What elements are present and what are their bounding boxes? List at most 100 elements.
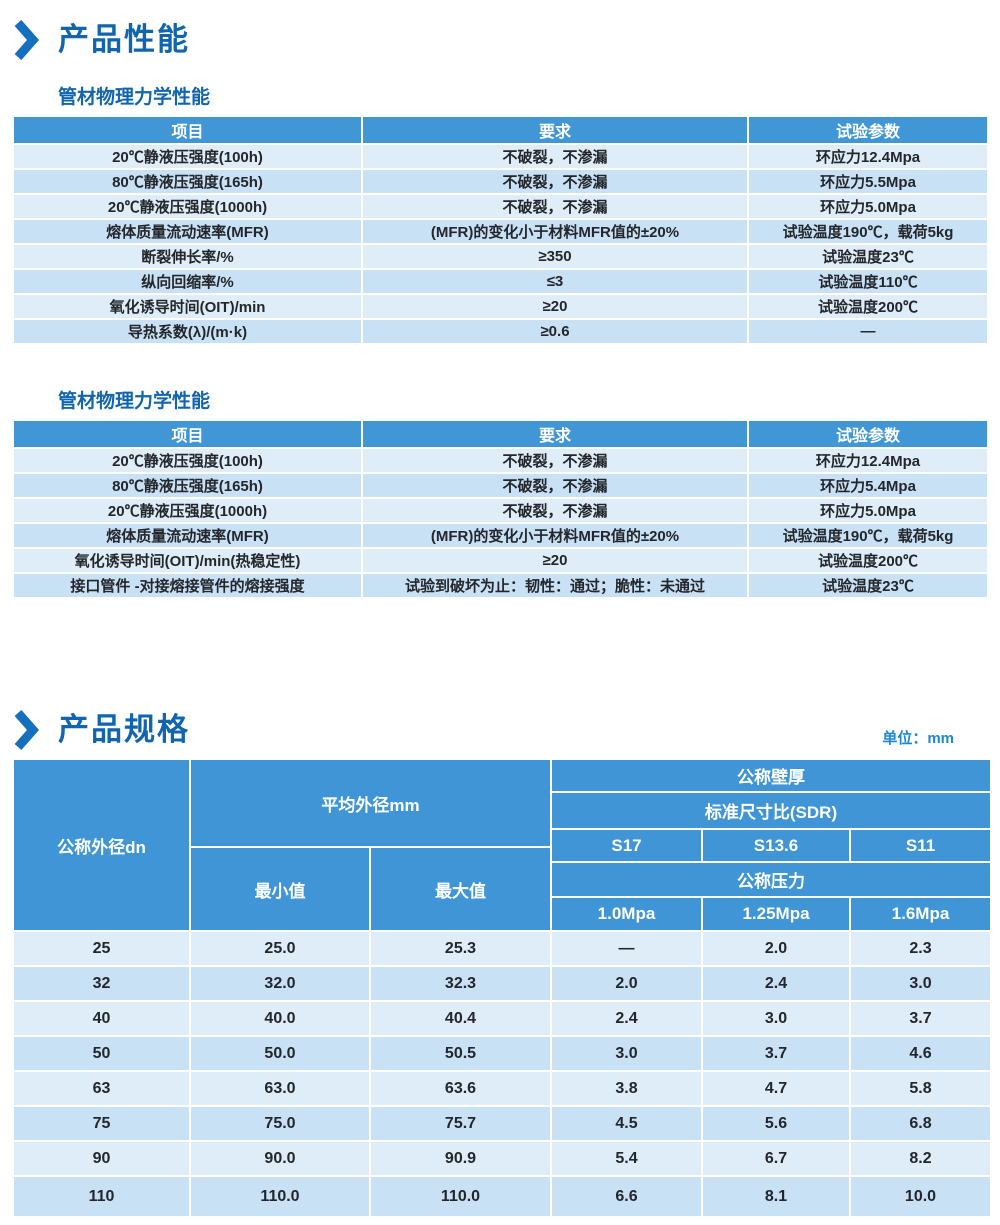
- dn-cell: 110: [13, 1176, 190, 1217]
- item-cell: 断裂伸长率/%: [13, 244, 362, 269]
- requirement-cell: 不破裂，不渗漏: [362, 498, 748, 523]
- spec-table-row: 40 40.0 40.4 2.4 3.0 3.7: [13, 1001, 991, 1036]
- s136-wall-cell: 3.7: [702, 1036, 850, 1071]
- chevron-right-icon: [14, 710, 40, 750]
- s136-wall-cell: 2.4: [702, 966, 850, 1001]
- max-od-cell: 63.6: [370, 1071, 551, 1106]
- performance-table-2: 项目 要求 试验参数 20℃静液压强度(100h) 不破裂，不渗漏 环应力12.…: [13, 420, 988, 598]
- test-param-cell: 试验温度23℃: [748, 573, 988, 598]
- item-cell: 氧化诱导时间(OIT)/min(热稳定性): [13, 548, 362, 573]
- table-row: 熔体质量流动速率(MFR) (MFR)的变化小于材料MFR值的±20% 试验温度…: [13, 523, 988, 548]
- test-param-cell: 环应力5.0Mpa: [748, 498, 988, 523]
- requirement-cell: ≥350: [362, 244, 748, 269]
- requirement-cell: ≥20: [362, 294, 748, 319]
- s17-wall-cell: 4.5: [551, 1106, 702, 1141]
- requirement-cell: 不破裂，不渗漏: [362, 473, 748, 498]
- header-1-0mpa: 1.0Mpa: [551, 897, 702, 931]
- spec-table-body: 25 25.0 25.3 — 2.0 2.3 32 32.0 32.3 2.0 …: [13, 931, 991, 1217]
- requirement-cell: 试验到破坏为止：韧性：通过；脆性：未通过: [362, 573, 748, 598]
- s11-wall-cell: 4.6: [850, 1036, 991, 1071]
- table-row: 纵向回缩率/% ≤3 试验温度110℃: [13, 269, 988, 294]
- table2-body: 20℃静液压强度(100h) 不破裂，不渗漏 环应力12.4Mpa 80℃静液压…: [13, 448, 988, 598]
- spec-table-row: 75 75.0 75.7 4.5 5.6 6.8: [13, 1106, 991, 1141]
- requirement-cell: 不破裂，不渗漏: [362, 144, 748, 169]
- header-max-value: 最大值: [370, 847, 551, 931]
- spec-table-row: 50 50.0 50.5 3.0 3.7 4.6: [13, 1036, 991, 1071]
- unit-label: 单位：mm: [882, 730, 954, 747]
- s11-wall-cell: 3.7: [850, 1001, 991, 1036]
- test-param-cell: 试验温度23℃: [748, 244, 988, 269]
- item-cell: 20℃静液压强度(1000h): [13, 194, 362, 219]
- section-title-performance: 产品性能: [58, 21, 190, 57]
- s11-wall-cell: 2.3: [850, 931, 991, 966]
- spec-table-row: 63 63.0 63.6 3.8 4.7 5.8: [13, 1071, 991, 1106]
- test-param-cell: —: [748, 319, 988, 344]
- test-param-cell: 试验温度200℃: [748, 548, 988, 573]
- table2-col-header-requirement: 要求: [362, 420, 748, 448]
- table1-col-header-requirement: 要求: [362, 116, 748, 144]
- s17-wall-cell: 2.0: [551, 966, 702, 1001]
- header-s13-6: S13.6: [702, 829, 850, 862]
- item-cell: 纵向回缩率/%: [13, 269, 362, 294]
- test-param-cell: 环应力5.4Mpa: [748, 473, 988, 498]
- min-od-cell: 50.0: [190, 1036, 370, 1071]
- requirement-cell: ≤3: [362, 269, 748, 294]
- item-cell: 导热系数(λ)/(m·k): [13, 319, 362, 344]
- header-sdr: 标准尺寸比(SDR): [551, 792, 991, 829]
- header-nominal-od: 公称外径dn: [13, 759, 190, 931]
- spec-table-row: 110 110.0 110.0 6.6 8.1 10.0: [13, 1176, 991, 1217]
- requirement-cell: (MFR)的变化小于材料MFR值的±20%: [362, 523, 748, 548]
- max-od-cell: 40.4: [370, 1001, 551, 1036]
- s11-wall-cell: 6.8: [850, 1106, 991, 1141]
- test-param-cell: 试验温度190℃，载荷5kg: [748, 523, 988, 548]
- min-od-cell: 40.0: [190, 1001, 370, 1036]
- item-cell: 80℃静液压强度(165h): [13, 473, 362, 498]
- max-od-cell: 25.3: [370, 931, 551, 966]
- test-param-cell: 试验温度110℃: [748, 269, 988, 294]
- s17-wall-cell: 2.4: [551, 1001, 702, 1036]
- min-od-cell: 90.0: [190, 1141, 370, 1176]
- s136-wall-cell: 8.1: [702, 1176, 850, 1217]
- spec-table-header: 公称外径dn 平均外径mm 最小值 最大值 公称壁厚 标准尺寸比(SDR) S1…: [13, 759, 991, 931]
- test-param-cell: 试验温度200℃: [748, 294, 988, 319]
- min-od-cell: 110.0: [190, 1176, 370, 1217]
- s136-wall-cell: 2.0: [702, 931, 850, 966]
- item-cell: 20℃静液压强度(1000h): [13, 498, 362, 523]
- min-od-cell: 63.0: [190, 1071, 370, 1106]
- spec-table-row: 90 90.0 90.9 5.4 6.7 8.2: [13, 1141, 991, 1176]
- s17-wall-cell: 6.6: [551, 1176, 702, 1217]
- section-spec-header: 产品规格 单位：mm: [14, 710, 1000, 750]
- s17-wall-cell: 5.4: [551, 1141, 702, 1176]
- dn-cell: 63: [13, 1071, 190, 1106]
- item-cell: 熔体质量流动速率(MFR): [13, 219, 362, 244]
- max-od-cell: 110.0: [370, 1176, 551, 1217]
- test-param-cell: 环应力12.4Mpa: [748, 448, 988, 473]
- test-param-cell: 环应力5.0Mpa: [748, 194, 988, 219]
- requirement-cell: 不破裂，不渗漏: [362, 194, 748, 219]
- item-cell: 20℃静液压强度(100h): [13, 448, 362, 473]
- item-cell: 80℃静液压强度(165h): [13, 169, 362, 194]
- test-param-cell: 环应力12.4Mpa: [748, 144, 988, 169]
- header-min-value: 最小值: [190, 847, 370, 931]
- table-row: 氧化诱导时间(OIT)/min(热稳定性) ≥20 试验温度200℃: [13, 548, 988, 573]
- s11-wall-cell: 5.8: [850, 1071, 991, 1106]
- max-od-cell: 75.7: [370, 1106, 551, 1141]
- s17-wall-cell: 3.8: [551, 1071, 702, 1106]
- spec-table-row: 25 25.0 25.3 — 2.0 2.3: [13, 931, 991, 966]
- spec-table: 公称外径dn 平均外径mm 最小值 最大值 公称壁厚 标准尺寸比(SDR) S1…: [13, 759, 991, 1217]
- table-row: 20℃静液压强度(100h) 不破裂，不渗漏 环应力12.4Mpa: [13, 448, 988, 473]
- table2-col-header-item: 项目: [13, 420, 362, 448]
- requirement-cell: (MFR)的变化小于材料MFR值的±20%: [362, 219, 748, 244]
- table1-body: 20℃静液压强度(100h) 不破裂，不渗漏 环应力12.4Mpa 80℃静液压…: [13, 144, 988, 344]
- min-od-cell: 25.0: [190, 931, 370, 966]
- table-row: 20℃静液压强度(100h) 不破裂，不渗漏 环应力12.4Mpa: [13, 144, 988, 169]
- table1-col-header-item: 项目: [13, 116, 362, 144]
- s17-wall-cell: 3.0: [551, 1036, 702, 1071]
- requirement-cell: ≥20: [362, 548, 748, 573]
- min-od-cell: 32.0: [190, 966, 370, 1001]
- dn-cell: 90: [13, 1141, 190, 1176]
- header-average-od: 平均外径mm: [190, 759, 551, 847]
- section-title-spec: 产品规格: [58, 711, 190, 747]
- spec-table-row: 32 32.0 32.3 2.0 2.4 3.0: [13, 966, 991, 1001]
- header-nominal-pressure: 公称压力: [551, 862, 991, 897]
